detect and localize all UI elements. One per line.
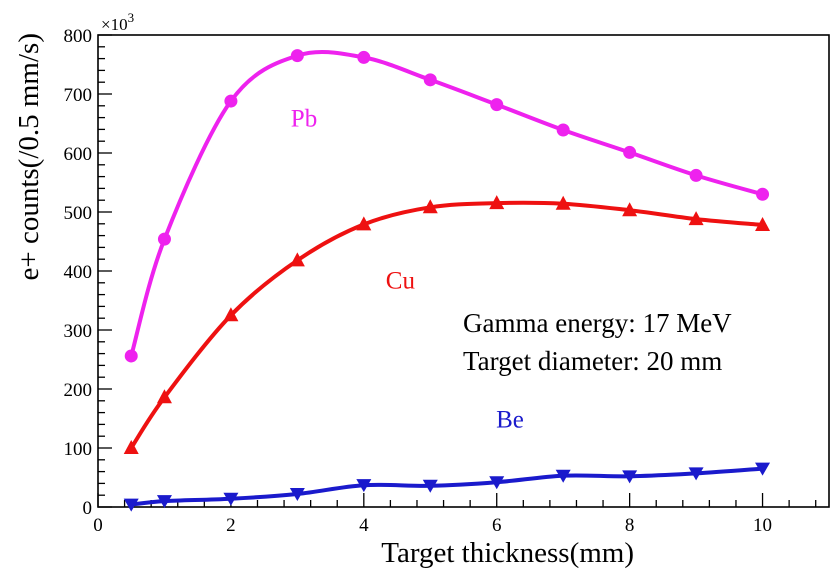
data-point-pb: [689, 168, 703, 182]
series-label-pb: Pb: [291, 105, 317, 132]
data-point-cu: [289, 252, 305, 267]
data-point-be: [356, 479, 372, 493]
x-tick-label: 4: [359, 515, 369, 536]
x-tick-label: 0: [93, 515, 103, 536]
data-point-pb: [124, 349, 138, 363]
data-point-cu: [123, 440, 139, 454]
data-point-be: [422, 479, 438, 493]
series-label-cu: Cu: [386, 268, 416, 295]
data-point-pb: [423, 73, 437, 87]
x-tick-label: 8: [625, 515, 635, 536]
data-point-pb: [490, 98, 504, 112]
data-point-cu: [356, 216, 372, 231]
x-tick-label: 10: [753, 515, 772, 536]
data-point-pb: [224, 94, 238, 108]
data-point-pb: [157, 232, 171, 246]
data-point-cu: [755, 216, 771, 231]
data-point-be: [489, 476, 505, 490]
data-point-cu: [156, 389, 172, 404]
data-point-cu: [422, 199, 438, 214]
series-cu: Cu: [123, 195, 771, 454]
x-tick-label: 2: [226, 515, 236, 536]
x-axis-title: Target thickness(mm): [381, 537, 634, 569]
data-point-pb: [623, 145, 637, 159]
y-tick-label: 400: [64, 262, 93, 283]
data-point-cu: [622, 202, 638, 217]
y-tick-label: 500: [64, 203, 93, 224]
data-point-be: [755, 462, 771, 476]
data-point-be: [555, 469, 571, 483]
data-point-be: [622, 470, 638, 484]
data-point-cu: [489, 195, 505, 210]
data-point-pb: [357, 50, 371, 64]
data-point-be: [123, 498, 139, 512]
data-point-be: [223, 492, 239, 506]
y-axis-title: e+ counts(/0.5 mm/s): [13, 33, 45, 281]
data-point-be: [688, 467, 704, 481]
data-point-cu: [223, 307, 239, 322]
x-tick-label: 6: [492, 515, 502, 536]
series-pb: Pb: [124, 49, 770, 363]
data-point-pb: [556, 123, 570, 137]
data-point-pb: [756, 187, 770, 201]
data-point-be: [289, 488, 305, 502]
y-tick-label: 300: [64, 321, 93, 342]
series-label-be: Be: [496, 406, 524, 433]
series-layer: Pb Cu Be: [123, 49, 771, 512]
annotation-gamma-energy: Gamma energy: 17 MeV: [463, 308, 732, 338]
data-point-pb: [290, 49, 304, 63]
y-axis-multiplier: ×103: [101, 10, 134, 34]
series-be: Be: [123, 406, 771, 512]
y-tick-label: 800: [64, 26, 93, 47]
y-tick-label: 100: [64, 439, 93, 460]
y-tick-label: 0: [83, 498, 93, 519]
y-tick-label: 200: [64, 380, 93, 401]
data-point-be: [156, 495, 172, 509]
y-tick-label: 600: [64, 144, 93, 165]
data-point-cu: [555, 195, 571, 210]
data-point-cu: [688, 211, 704, 226]
y-tick-label: 700: [64, 85, 93, 106]
series-line-pb: [129, 49, 765, 358]
annotation-target-diameter: Target diameter: 20 mm: [463, 346, 722, 376]
